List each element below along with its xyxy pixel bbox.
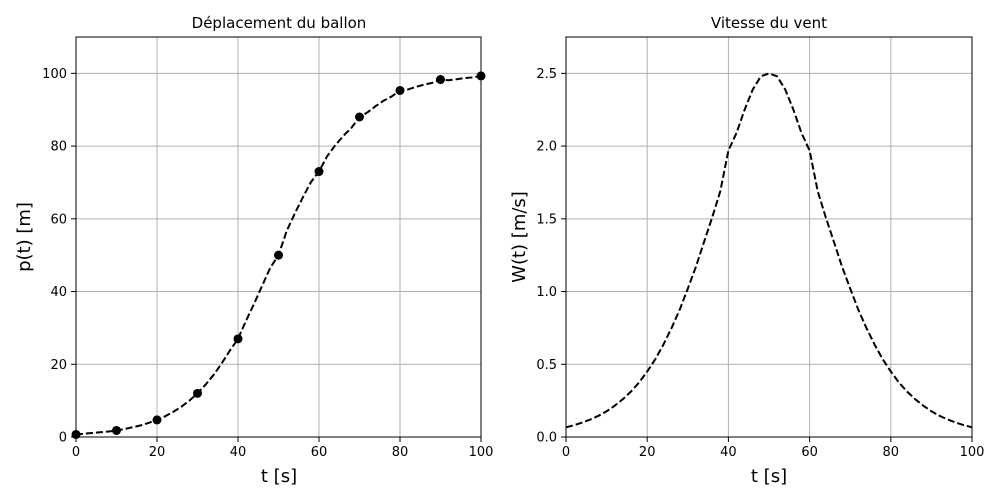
x-axis-label: t [s]	[751, 466, 787, 487]
y-tick-label: 80	[50, 140, 67, 155]
x-tick-label: 100	[469, 445, 494, 460]
y-tick-label: 2.5	[536, 67, 557, 82]
chart-right: Vitesse du vent t [s] W(t) [m/s] 0 20 40 60…	[509, 14, 984, 487]
chart-title: Déplacement du ballon	[192, 14, 367, 32]
y-tick-label: 0	[59, 431, 67, 446]
x-tick-label: 40	[720, 445, 737, 460]
x-tick-label: 40	[230, 445, 247, 460]
y-axis-label: W(t) [m/s]	[509, 191, 530, 283]
x-tick-label: 100	[960, 445, 985, 460]
data-point-marker	[274, 250, 283, 260]
axes-frame	[565, 36, 973, 438]
y-tick-label: 40	[50, 285, 67, 300]
chart-left: Déplacement du ballon t [s] p(t) [m] 0 20…	[14, 14, 493, 487]
axes-frame	[75, 36, 482, 438]
x-tick-label: 20	[149, 445, 166, 460]
data-point-marker	[193, 388, 202, 398]
y-axis-label: p(t) [m]	[14, 202, 35, 272]
x-tick-label: 20	[639, 445, 656, 460]
y-tick-label: 1.0	[536, 285, 557, 300]
plot-area: 0 20 40 60 80 100 0 20 40 60 80 100	[42, 36, 494, 460]
data-point-marker	[152, 415, 162, 425]
data-point-marker	[355, 112, 364, 122]
x-tick-label: 0	[562, 445, 570, 460]
y-tick-label: 1.5	[536, 212, 557, 227]
x-tick-label: 0	[72, 445, 80, 460]
series-line	[565, 72, 973, 429]
y-tick-label: 20	[50, 358, 67, 373]
y-tick-label: 100	[42, 67, 67, 82]
y-tick-label: 0.0	[536, 431, 557, 446]
x-tick-label: 60	[801, 445, 818, 460]
y-tick-label: 60	[50, 212, 67, 227]
data-point-marker	[112, 425, 121, 435]
data-point-marker	[233, 334, 243, 344]
y-tick-label: 2.0	[536, 140, 557, 155]
data-point-marker	[395, 85, 405, 95]
x-axis-label: t [s]	[261, 466, 297, 487]
plot-area: 0 20 40 60 80 100 0.0 0.5 1.0 1.5 2.0 2.5	[536, 36, 985, 460]
chart-title: Vitesse du vent	[711, 14, 827, 32]
x-tick-label: 80	[883, 445, 900, 460]
x-tick-label: 80	[392, 445, 409, 460]
data-point-marker	[436, 75, 445, 85]
y-tick-label: 0.5	[536, 358, 557, 373]
x-tick-label: 60	[311, 445, 328, 460]
data-point-marker	[314, 167, 324, 177]
